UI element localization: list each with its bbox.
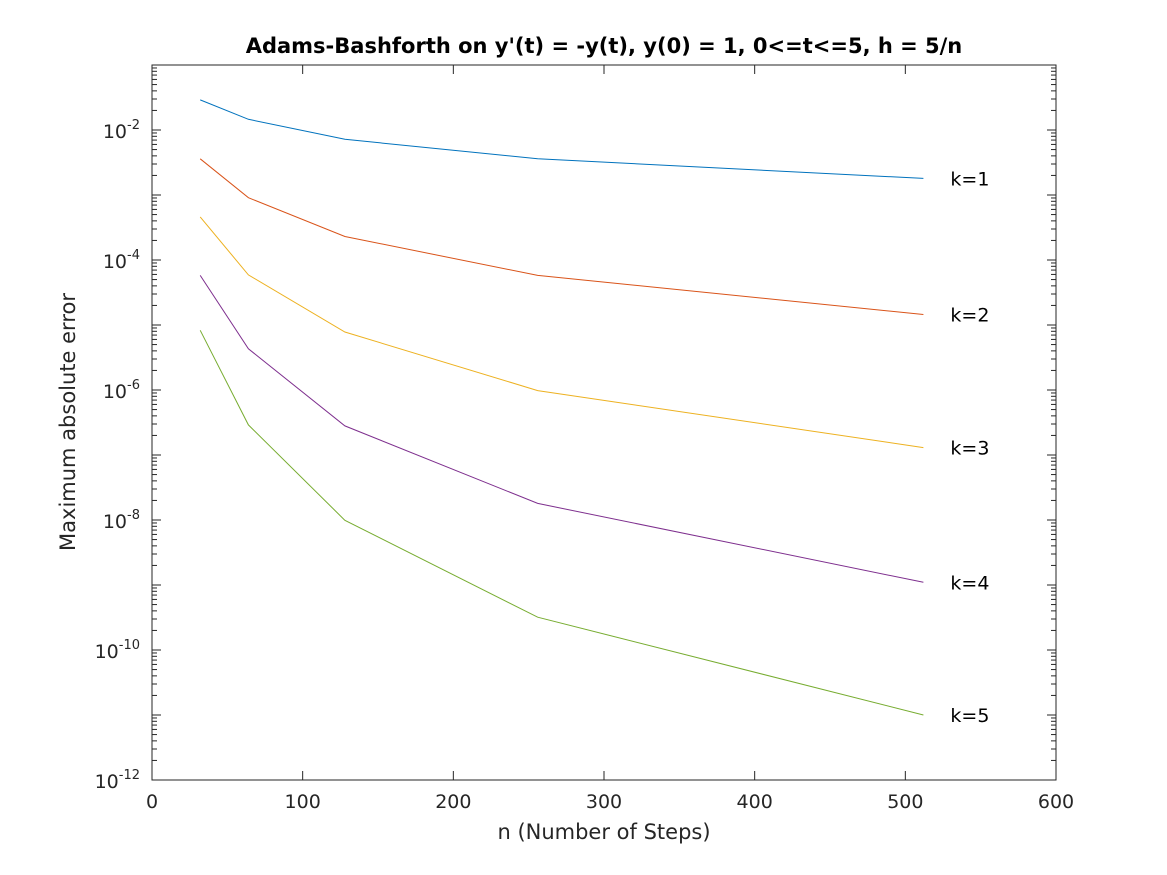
series-label-k5: k=5: [950, 705, 989, 727]
y-tick-label: 10-2: [103, 118, 140, 143]
y-tick-label: 10-10: [95, 638, 140, 663]
x-tick-label: 400: [737, 791, 773, 813]
series-lines: [199, 99, 924, 716]
series-line-k4: [199, 275, 924, 583]
axis-ticks: [151, 64, 1057, 781]
series-label-k2: k=2: [950, 305, 989, 327]
chart-title: Adams-Bashforth on y'(t) = -y(t), y(0) =…: [246, 34, 963, 58]
series-line-k5: [199, 330, 924, 716]
y-tick-label: 10-8: [103, 508, 140, 533]
y-axis-label: Maximum absolute error: [56, 293, 80, 551]
x-tick-label: 100: [285, 791, 321, 813]
y-tick-labels: 10-12 10-10 10-8 10-6 10-4 10-2: [95, 118, 140, 793]
y-tick-label: 10-6: [103, 378, 140, 403]
series-labels: k=1 k=2 k=3 k=4 k=5: [950, 168, 989, 727]
x-tick-label: 300: [586, 791, 622, 813]
x-tick-label: 600: [1038, 791, 1074, 813]
x-tick-label: 500: [887, 791, 923, 813]
series-label-k1: k=1: [950, 168, 989, 190]
plot-area: [151, 64, 1057, 781]
y-tick-label: 10-12: [95, 768, 140, 793]
y-tick-label: 10-4: [103, 248, 140, 273]
series-line-k1: [200, 99, 924, 179]
x-tick-label: 0: [146, 791, 158, 813]
x-tick-label: 200: [435, 791, 471, 813]
series-label-k4: k=4: [950, 572, 989, 594]
series-label-k3: k=3: [950, 438, 989, 460]
x-tick-labels: 0 100 200 300 400 500 600: [146, 791, 1074, 813]
series-line-k3: [199, 216, 924, 449]
x-axis-label: n (Number of Steps): [497, 820, 710, 844]
series-line-k2: [199, 158, 924, 315]
